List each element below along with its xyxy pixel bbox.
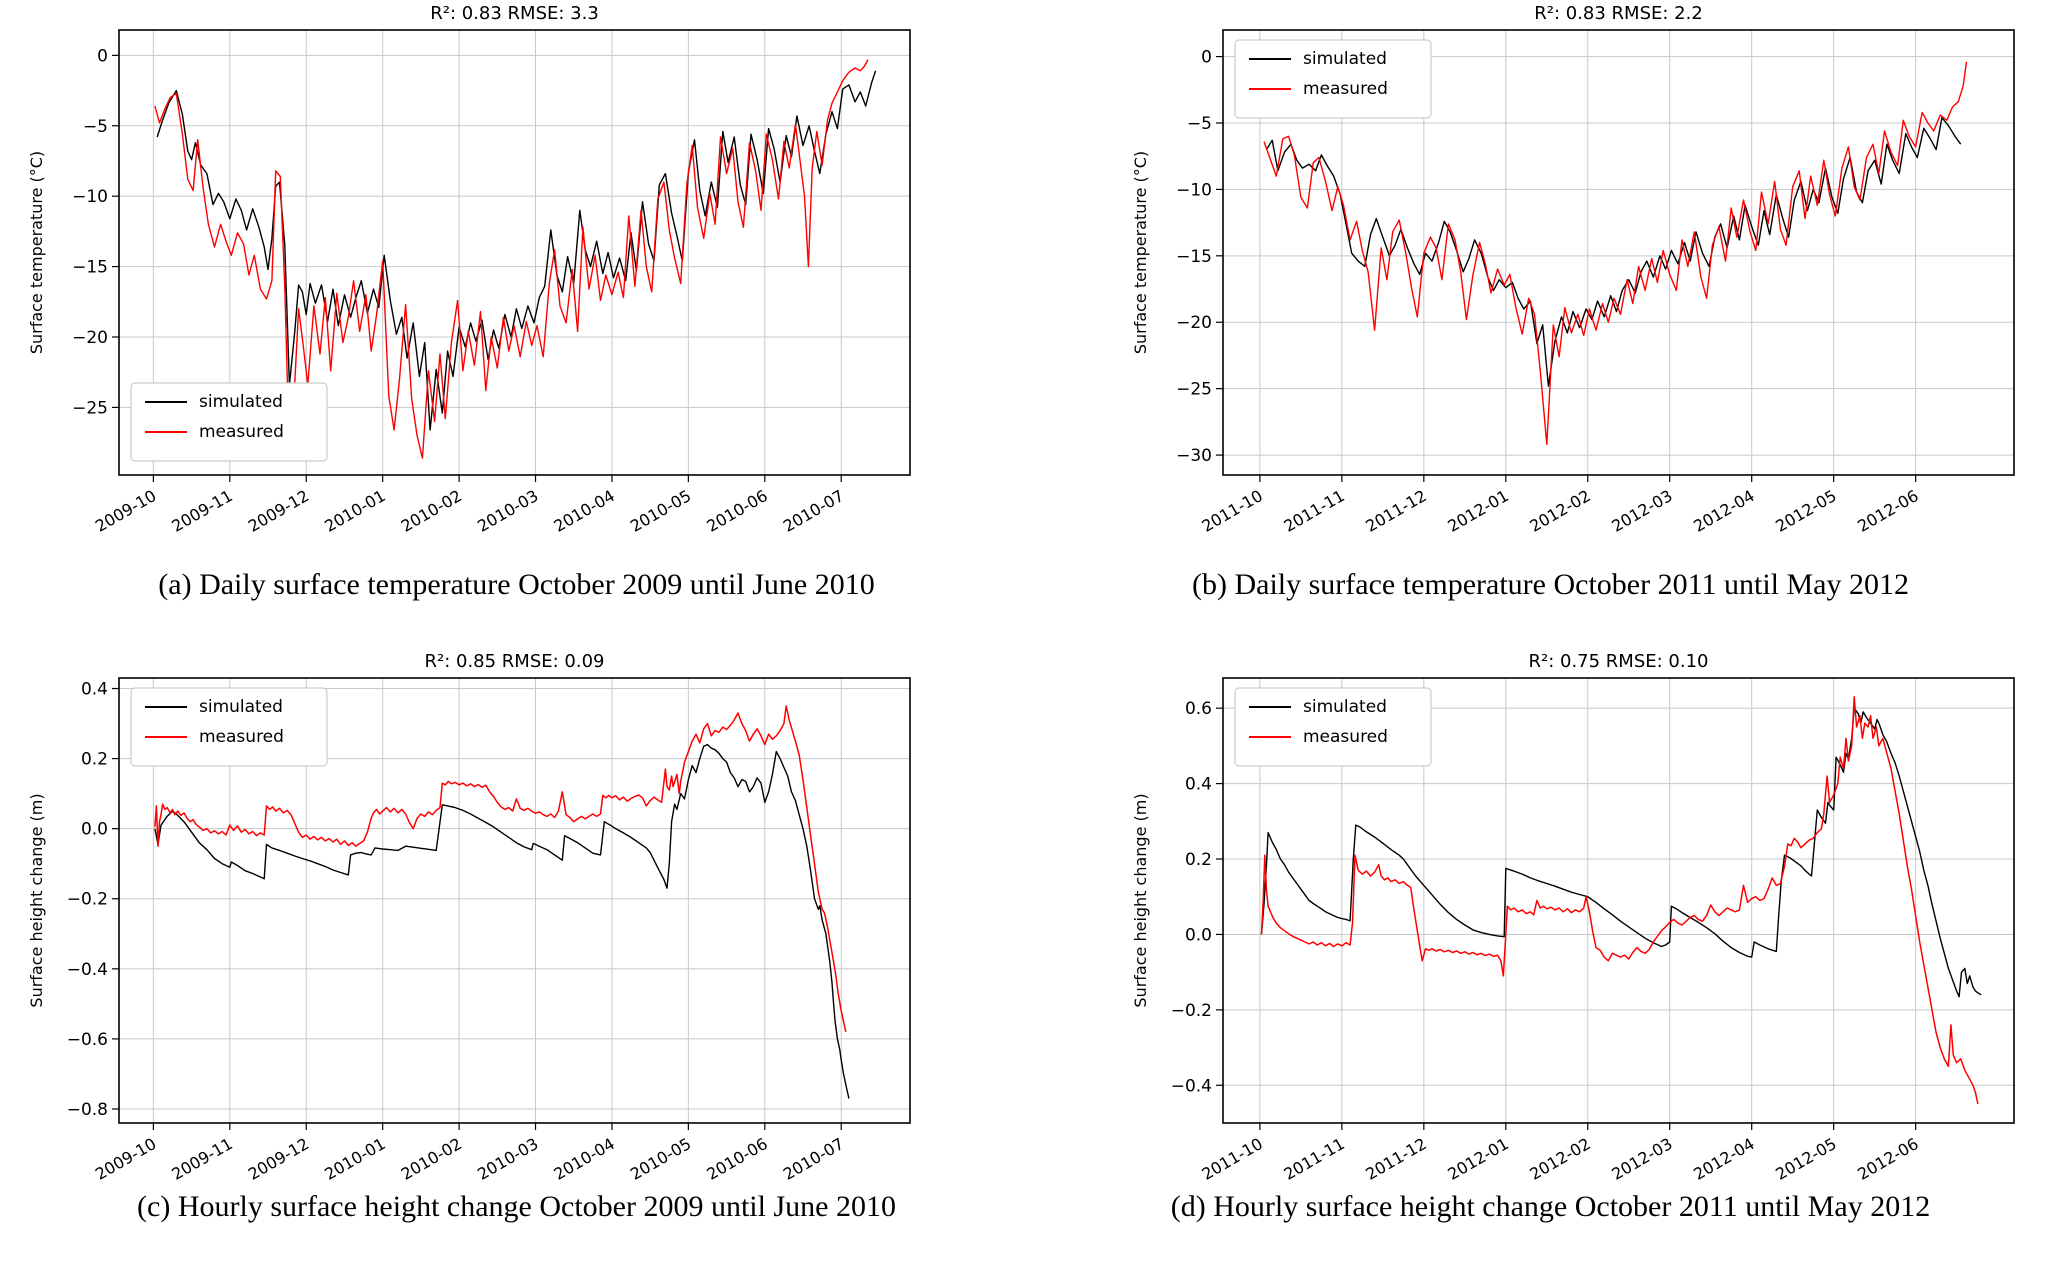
y-tick-label: −0.2 — [67, 890, 108, 910]
plot-border — [1222, 677, 2015, 1124]
legend-label-measured: measured — [199, 422, 284, 442]
series-measured-line — [1263, 61, 1968, 446]
caption-a: (a) Daily surface temperature October 20… — [158, 568, 875, 601]
legend-label-simulated: simulated — [199, 697, 283, 717]
panel-temperature-2009: 2009-10 2009-11 2009-12 2010-01 2010-02 2010-… — [24, 0, 924, 559]
y-tick-label: −5 — [83, 117, 108, 137]
y-tick-label: −25 — [72, 398, 108, 418]
plot-border — [118, 29, 911, 476]
y-tick-label: −10 — [72, 187, 108, 207]
panel-height-2009: 2009-10 2009-11 2009-12 2010-01 2010-02 2010-… — [24, 648, 924, 1207]
legend: simulated measured — [1234, 39, 1432, 119]
legend-label-measured: measured — [199, 727, 284, 747]
plot-background — [24, 0, 924, 555]
legend-label-measured: measured — [1303, 727, 1388, 747]
chart-title: R²: 0.83 RMSE: 2.2 — [1534, 3, 1703, 24]
y-tick-label: 0.0 — [1185, 925, 1212, 945]
y-tick-label: −0.2 — [1171, 1001, 1212, 1021]
y-tick-label: −20 — [72, 328, 108, 348]
series-lines — [154, 705, 850, 1099]
y-tick-label: 0.2 — [81, 750, 108, 770]
panel-temperature-2011: 2011-10 2011-11 2011-12 2012-01 2012-02 2012-… — [1128, 0, 2028, 559]
y-tick-label: 0.4 — [1185, 775, 1212, 795]
y-tick-label: 0 — [1201, 48, 1212, 68]
chart-d-canvas: 2011-10 2011-11 2011-12 2012-01 2012-02 2012-… — [1128, 648, 2028, 1203]
legend: simulated measured — [1234, 687, 1432, 767]
y-axis-label: Surface temperature (°C) — [27, 151, 46, 354]
y-tick-label: 0.6 — [1185, 699, 1212, 719]
y-tick-label: −15 — [72, 258, 108, 278]
panel-height-2011: 2011-10 2011-11 2011-12 2012-01 2012-02 2012-… — [1128, 648, 2028, 1207]
chart-b-canvas: 2011-10 2011-11 2011-12 2012-01 2012-02 2012-… — [1128, 0, 2028, 555]
legend-label-simulated: simulated — [1303, 697, 1387, 717]
y-tick-label: −0.8 — [67, 1100, 108, 1120]
legend: simulated measured — [130, 382, 328, 462]
series-measured-line — [154, 59, 869, 459]
series-simulated-line — [1265, 117, 1962, 387]
legend-label-simulated: simulated — [1303, 49, 1387, 69]
series-measured-line — [154, 705, 847, 1033]
y-tick-label: −10 — [1176, 180, 1212, 200]
y-tick-label: −25 — [1176, 380, 1212, 400]
chart-title: R²: 0.85 RMSE: 0.09 — [424, 651, 604, 672]
y-tick-label: 0.4 — [81, 680, 108, 700]
series-lines — [1260, 696, 1982, 1105]
y-tick-label: −0.4 — [1171, 1076, 1212, 1096]
caption-c: (c) Hourly surface height change October… — [137, 1190, 896, 1223]
y-axis-label: Surface temperature (°C) — [1131, 151, 1150, 354]
caption-b: (b) Daily surface temperature October 20… — [1192, 568, 1909, 601]
y-tick-label: −15 — [1176, 247, 1212, 267]
y-tick-label: −5 — [1187, 114, 1212, 134]
chart-a-canvas: 2009-10 2009-11 2009-12 2010-01 2010-02 2010-… — [24, 0, 924, 555]
y-tick-label: −0.6 — [67, 1030, 108, 1050]
caption-d: (d) Hourly surface height change October… — [1170, 1190, 1931, 1223]
gridlines — [119, 678, 910, 1123]
series-lines — [1263, 61, 1968, 446]
y-axis-label: Surface height change (m) — [1131, 793, 1150, 1007]
legend-label-simulated: simulated — [199, 392, 283, 412]
series-measured-line — [1260, 696, 1979, 1105]
chart-title: R²: 0.75 RMSE: 0.10 — [1528, 651, 1708, 672]
y-tick-label: −30 — [1176, 446, 1212, 466]
plot-border — [1222, 29, 2015, 476]
y-tick-label: 0 — [97, 46, 108, 66]
chart-c-canvas: 2009-10 2009-11 2009-12 2010-01 2010-02 2010-… — [24, 648, 924, 1203]
plot-border — [118, 677, 911, 1124]
y-axis-label: Surface height change (m) — [27, 793, 46, 1007]
legend: simulated measured — [130, 687, 328, 767]
y-tick-label: −0.4 — [67, 960, 108, 980]
series-lines — [154, 59, 877, 459]
y-tick-label: 0.0 — [81, 820, 108, 840]
chart-title: R²: 0.83 RMSE: 3.3 — [430, 3, 599, 24]
legend-label-measured: measured — [1303, 79, 1388, 99]
y-tick-label: 0.2 — [1185, 850, 1212, 870]
y-tick-label: −20 — [1176, 313, 1212, 333]
series-simulated-line — [154, 743, 850, 1099]
